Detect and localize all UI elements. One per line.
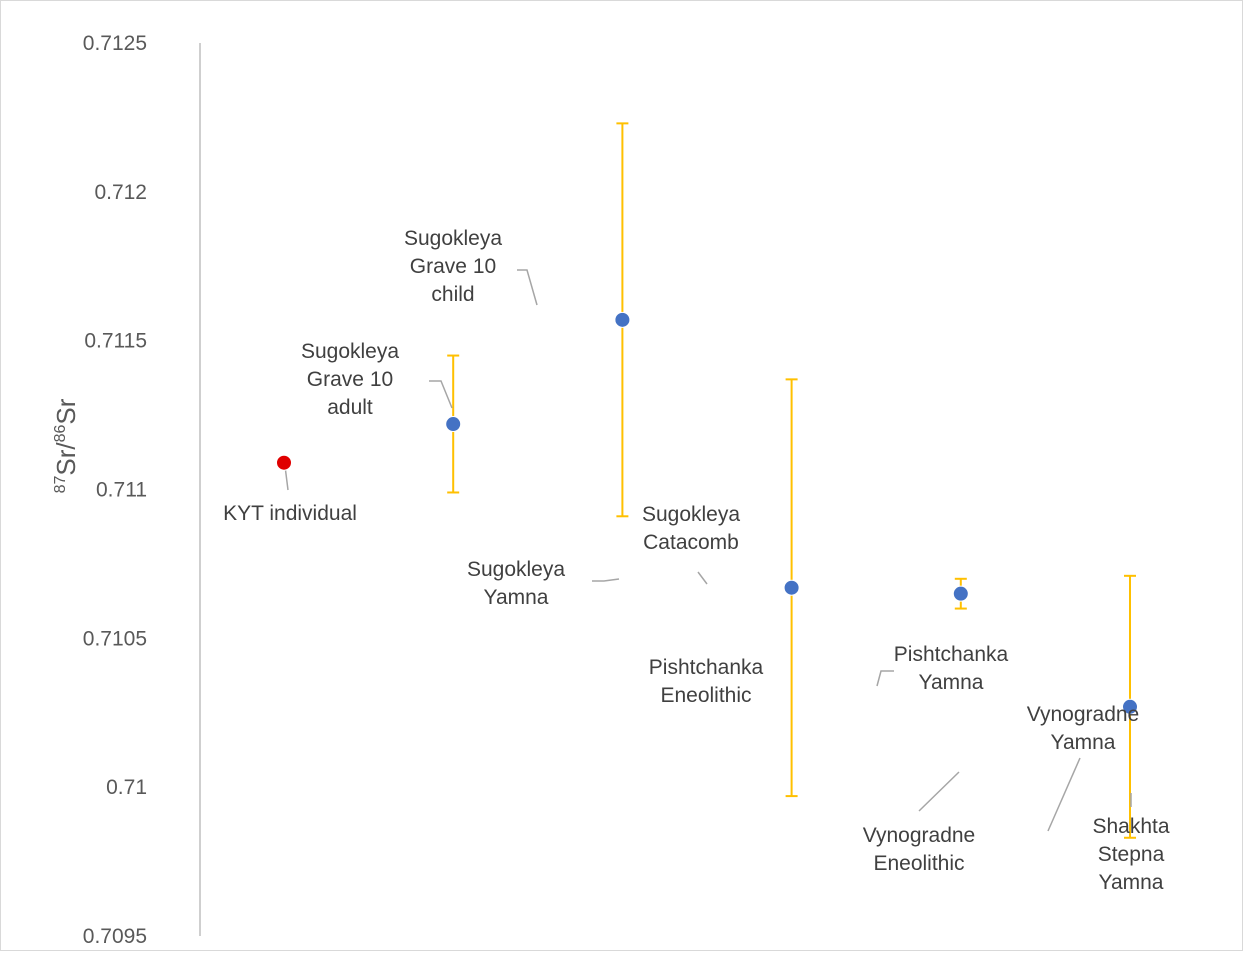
data-points (276, 311, 1138, 715)
point-label-kyt-individual: KYT individual (223, 502, 357, 525)
y-axis-label-base2: Sr (51, 398, 81, 424)
data-point-sugokleya-catacomb (952, 585, 969, 602)
point-label-line: Vynogradne (863, 824, 975, 847)
point-label-line: Yamna (919, 671, 984, 694)
leader-line-pishtchanka-yamna (876, 670, 894, 687)
y-tick-label: 0.71 (106, 776, 147, 799)
point-label-line: Yamna (484, 586, 549, 609)
point-label-sugokleya-grave-10-child: Sugokleya Grave 10 child (404, 227, 502, 306)
data-point-sugokleya-grave-10-adult (445, 416, 462, 433)
y-axis-label-base1: Sr/ (51, 442, 81, 476)
error-bars (447, 122, 1136, 839)
y-tick-label: 0.711 (96, 479, 147, 502)
point-label-line: Yamna (1099, 871, 1164, 894)
point-label-line: Sugokleya (467, 558, 565, 581)
point-label-line: KYT individual (223, 502, 357, 525)
point-label-line: Vynogradne (1027, 703, 1139, 726)
point-label-sugokleya-yamna: Sugokleya Yamna (467, 558, 565, 609)
point-label-shakhta-stepna-yamna: Shakhta Stepna Yamna (1092, 815, 1169, 894)
y-axis: 0.7095 0.71 0.7105 0.711 0.7115 0.712 0.7125 (83, 32, 201, 948)
leader-line-vynogradne-yamna (1047, 757, 1081, 832)
y-tick-label: 0.7125 (83, 32, 147, 55)
y-tick-label: 0.712 (94, 181, 147, 204)
y-tick-label: 0.7105 (83, 627, 147, 650)
leader-lines (283, 269, 1132, 832)
point-label-line: Sugokleya (404, 227, 502, 250)
leader-line-sugokleya-yamna (592, 578, 620, 582)
point-label-line: Eneolithic (660, 684, 751, 707)
y-axis-label-sup2: 86 (52, 424, 69, 442)
point-label-sugokleya-grave-10-adult: Sugokleya Grave 10 adult (301, 340, 399, 419)
y-tick-label: 0.7115 (84, 330, 147, 353)
point-label-pishtchanka-yamna: Pishtchanka Yamna (894, 643, 1009, 694)
leader-line-sugokleya-catacomb (697, 571, 708, 585)
point-label-line: Shakhta (1092, 815, 1169, 838)
point-label-vynogradne-yamna: Vynogradne Yamna (1027, 703, 1139, 754)
data-point-sugokleya-grave-10-child (614, 311, 631, 328)
point-label-line: Pishtchanka (894, 643, 1009, 666)
point-label-sugokleya-catacomb: Sugokleya Catacomb (642, 503, 740, 554)
point-label-line: Sugokleya (301, 340, 399, 363)
data-point-sugokleya-yamna (783, 579, 800, 596)
point-label-vynogradne-eneolithic: Vynogradne Eneolithic (863, 824, 975, 875)
y-tick-label: 0.7095 (83, 925, 147, 948)
point-label-line: Stepna (1098, 843, 1165, 866)
y-axis-label: 87Sr/86Sr (51, 398, 81, 493)
y-axis-label-sup1: 87 (52, 476, 69, 494)
point-label-line: Yamna (1051, 731, 1116, 754)
point-label-line: Grave 10 (307, 368, 393, 391)
point-label-line: Catacomb (643, 531, 739, 554)
point-label-line: Grave 10 (410, 255, 496, 278)
leader-line-sugokleya-grave-10-child (517, 269, 538, 306)
point-label-line: Sugokleya (642, 503, 740, 526)
data-point-pishtchanka-eneolithic (1122, 698, 1138, 715)
point-label-line: child (431, 283, 474, 306)
point-label-pishtchanka-eneolithic: Pishtchanka Eneolithic (649, 656, 764, 707)
point-label-line: Pishtchanka (649, 656, 764, 679)
leader-line-sugokleya-grave-10-adult (429, 380, 453, 409)
data-point-kyt-individual (276, 454, 292, 471)
point-label-line: adult (327, 396, 373, 419)
point-label-line: Eneolithic (873, 852, 964, 875)
leader-line-vynogradne-eneolithic (918, 771, 960, 812)
